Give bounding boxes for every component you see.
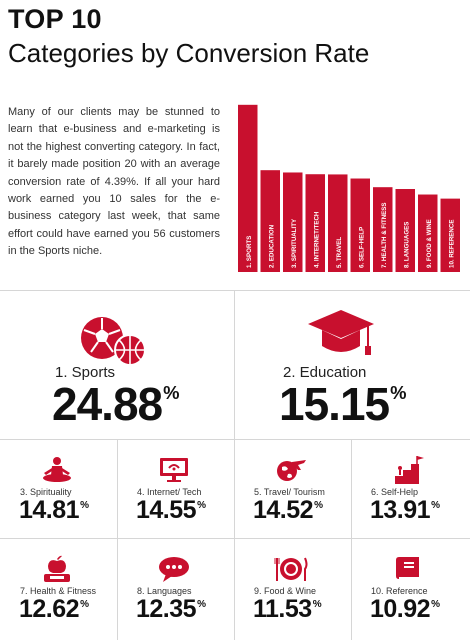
category-label: 7. Health & Fitness (20, 586, 97, 596)
bar-label-2: 2. EDUCATION (268, 224, 275, 268)
category-label: 5. Travel/ Tourism (254, 487, 325, 497)
bar-label-6: 6. SELF-HELP (358, 227, 365, 268)
bar-label-5: 5. TRAVEL (336, 237, 343, 268)
category-value: 14.55% (136, 496, 206, 524)
divider (0, 538, 470, 539)
graduation-cap-icon (308, 310, 374, 355)
category-cell-internet-tech: 4. Internet/ Tech 14.55% (117, 450, 234, 535)
top-category-value: 15.15% (279, 378, 407, 430)
bar-label-10: 10. REFERENCE (448, 220, 455, 268)
category-label: 10. Reference (371, 586, 428, 596)
category-value: 11.53% (253, 595, 322, 623)
bar-3 (283, 172, 303, 272)
bar-8 (395, 189, 415, 272)
intro-paragraph: Many of our clients may be stunned to le… (8, 106, 220, 258)
page-title: TOP 10 (8, 4, 102, 34)
bar-5 (328, 174, 348, 272)
category-cell-spirituality: 3. Spirituality 14.81% (0, 450, 117, 535)
category-label: 3. Spirituality (20, 487, 72, 497)
category-cell-reference: 10. Reference 10.92% (351, 549, 468, 634)
category-cell-travel: 5. Travel/ Tourism 14.52% (234, 450, 351, 535)
bar-label-8: 8. LANGUAGES (403, 222, 410, 268)
category-cell-self-help: 6. Self-Help 13.91% (351, 450, 468, 535)
bar-10 (440, 198, 460, 272)
divider (117, 440, 118, 640)
bar-label-3: 3. SPIRITUALITY (291, 218, 298, 268)
bar-9 (418, 194, 438, 272)
plate-cutlery-icon (274, 557, 308, 581)
category-value: 12.35% (136, 595, 206, 623)
meditation-icon (43, 457, 71, 482)
category-value: 14.52% (253, 496, 323, 524)
bar-label-9: 9. FOOD & WINE (426, 219, 433, 268)
category-cell-health-fitness: 7. Health & Fitness 12.62% (0, 549, 117, 634)
bar-6 (350, 178, 370, 272)
bar-label-4: 4. INTERNET/TECH (313, 211, 320, 268)
divider (0, 290, 470, 291)
top-category-label: 2. Education (283, 364, 367, 381)
category-label: 8. Languages (137, 586, 192, 596)
divider (234, 440, 235, 640)
bar-2 (260, 170, 280, 272)
bar-4 (305, 174, 325, 272)
sports-balls-icon (81, 317, 146, 366)
bar-label-7: 7. HEALTH & FITNESS (381, 202, 388, 268)
bar-label-1: 1. SPORTS (246, 236, 253, 268)
monitor-icon (160, 458, 188, 482)
category-value: 10.92% (370, 595, 440, 623)
bar-7 (373, 187, 393, 272)
category-label: 6. Self-Help (371, 487, 419, 497)
top-category-value: 24.88% (52, 378, 180, 430)
category-value: 12.62% (19, 595, 89, 623)
category-cell-food-wine: 9. Food & Wine 11.53% (234, 549, 351, 634)
airplane-globe-icon (277, 460, 306, 481)
category-value: 13.91% (370, 496, 440, 524)
divider (234, 291, 235, 439)
book-icon (396, 557, 419, 580)
divider (351, 440, 352, 640)
steps-flag-icon (395, 456, 424, 484)
speech-bubble-icon (159, 557, 189, 582)
bar-1 (238, 104, 258, 272)
category-cell-languages: 8. Languages 12.35% (117, 549, 234, 634)
category-label: 4. Internet/ Tech (137, 487, 202, 497)
top-category-label: 1. Sports (55, 364, 116, 381)
conversion-bar-chart: 1. SPORTS 2. EDUCATION 3. SPIRITUALITY 4. I… (238, 104, 460, 272)
page-subtitle: Categories by Conversion Rate (8, 38, 370, 68)
category-label: 9. Food & Wine (254, 586, 317, 596)
category-value: 14.81% (19, 496, 89, 524)
apple-scale-icon (44, 555, 70, 582)
divider (0, 439, 470, 440)
